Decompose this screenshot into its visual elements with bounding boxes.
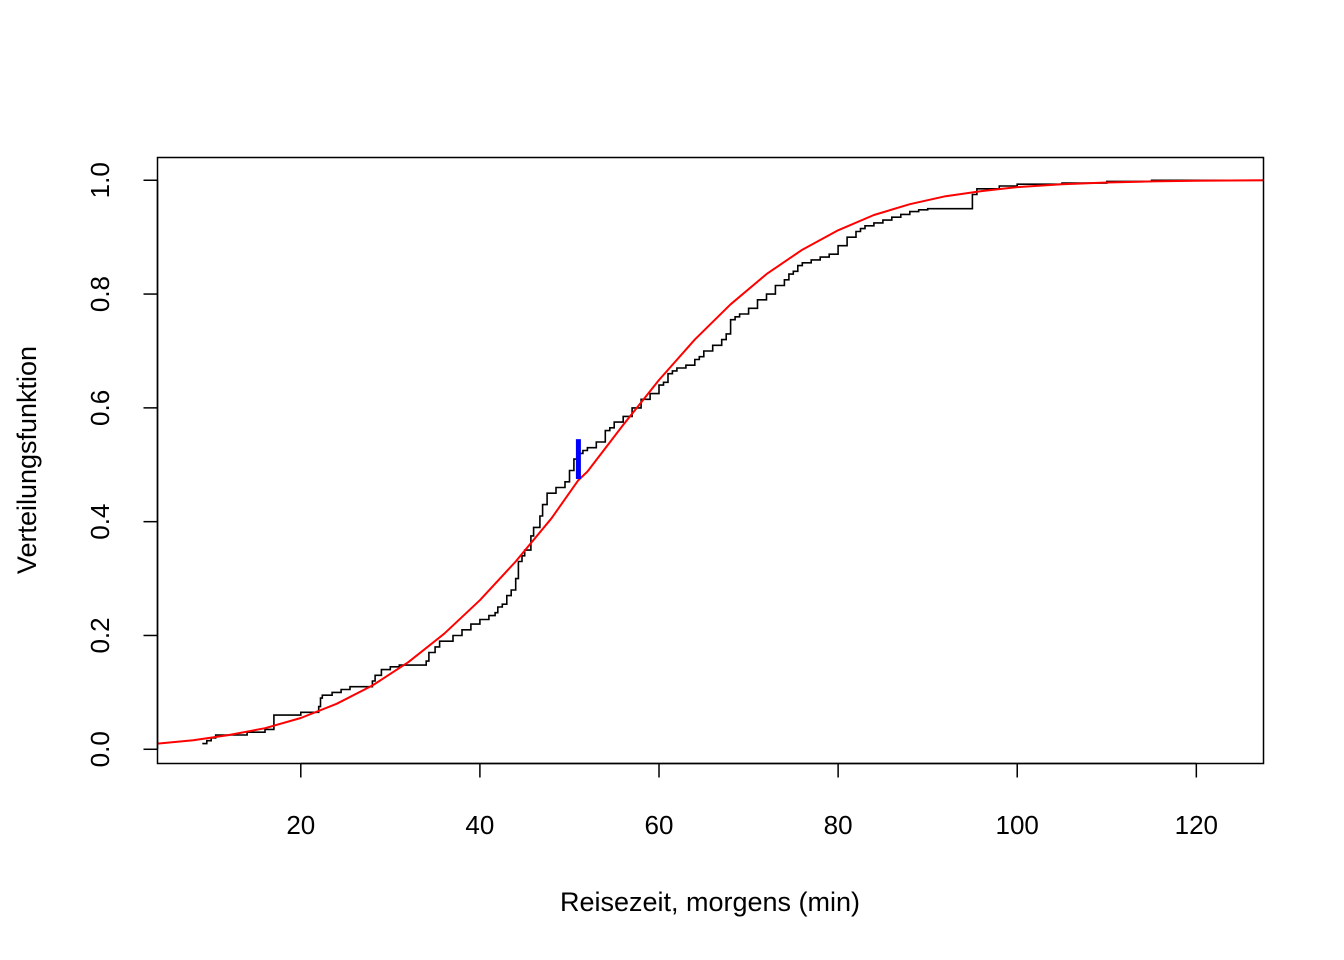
y-tick-label: 0.8 bbox=[85, 276, 115, 312]
x-tick-label: 60 bbox=[645, 810, 674, 840]
y-tick-label: 1.0 bbox=[85, 162, 115, 198]
y-tick-label: 0.6 bbox=[85, 390, 115, 426]
x-tick-label: 80 bbox=[824, 810, 853, 840]
y-tick-label: 0.2 bbox=[85, 617, 115, 653]
x-tick-label: 120 bbox=[1175, 810, 1218, 840]
plot-frame bbox=[156, 156, 1265, 765]
x-axis-title: Reisezeit, morgens (min) bbox=[560, 887, 860, 917]
x-tick-label: 40 bbox=[465, 810, 494, 840]
x-axis: 20 40 60 80 100 120 bbox=[286, 762, 1218, 840]
fitted-cdf-line bbox=[157, 179, 1264, 745]
x-tick-label: 20 bbox=[286, 810, 315, 840]
y-tick-label: 0.4 bbox=[85, 504, 115, 540]
y-axis-title: Verteilungsfunktion bbox=[12, 346, 42, 574]
plot-area bbox=[157, 179, 1264, 745]
empirical-cdf-line bbox=[202, 179, 1264, 745]
y-tick-label: 0.0 bbox=[85, 731, 115, 767]
y-axis: 0.0 0.2 0.4 0.6 0.8 1.0 bbox=[85, 162, 159, 767]
x-tick-label: 100 bbox=[996, 810, 1039, 840]
